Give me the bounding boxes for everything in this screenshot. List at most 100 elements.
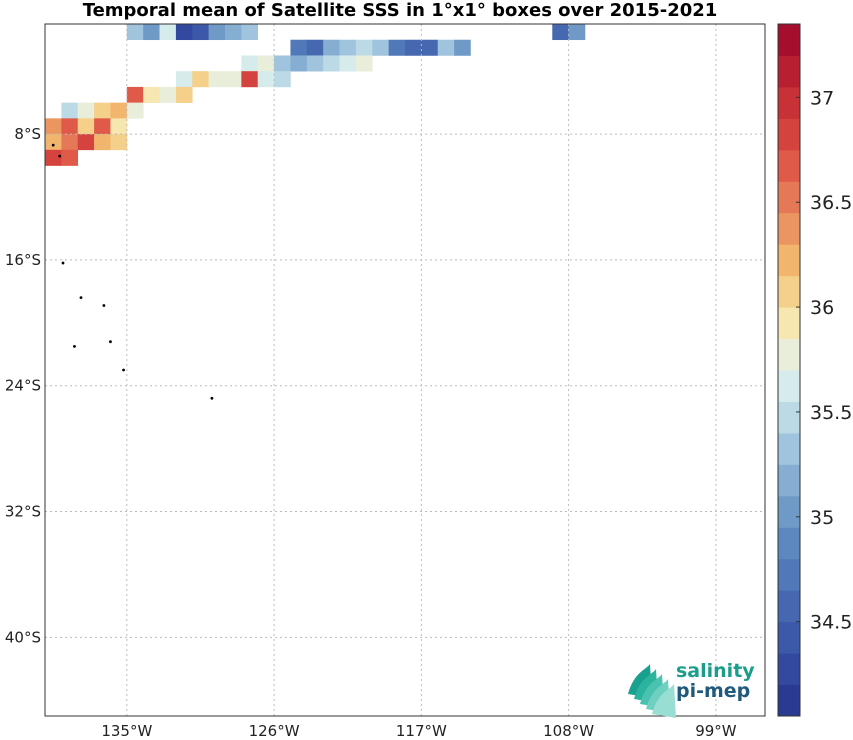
- sss-cell: [110, 118, 128, 135]
- sss-cell: [126, 102, 144, 119]
- sss-cell: [175, 24, 193, 41]
- colorbar-level: [778, 118, 800, 151]
- sss-cell: [388, 39, 406, 56]
- sss-cell: [110, 134, 128, 151]
- sss-cell: [257, 71, 275, 88]
- sss-cell: [94, 102, 111, 119]
- sss-cell: [257, 55, 275, 72]
- colorbar-tick-label: 35: [810, 507, 834, 529]
- colorbar-level: [778, 149, 800, 182]
- island-dot: [51, 143, 55, 147]
- chart-title: Temporal mean of Satellite SSS in 1°x1° …: [82, 0, 718, 21]
- sss-cell: [45, 118, 62, 135]
- sss-cell: [437, 39, 455, 56]
- colorbar-level: [778, 181, 800, 214]
- sss-cell: [405, 39, 422, 56]
- colorbar-level: [778, 558, 800, 591]
- sss-cell: [355, 39, 373, 56]
- sss-cell: [290, 39, 308, 56]
- sss-cell: [323, 55, 340, 72]
- y-tick-label: 8°S: [14, 125, 41, 143]
- sss-cell: [225, 24, 242, 41]
- colorbar-level: [778, 432, 800, 465]
- colorbar-border: [777, 23, 801, 717]
- sss-cell: [192, 24, 209, 41]
- colorbar-level: [778, 527, 800, 560]
- island-dot: [210, 396, 214, 400]
- sss-cell: [143, 86, 160, 103]
- y-tick-label: 16°S: [5, 251, 41, 269]
- sss-cell: [159, 24, 177, 41]
- sss-cell: [159, 86, 177, 103]
- colorbar-level: [778, 590, 800, 623]
- sss-cell: [241, 24, 259, 41]
- sss-cell: [290, 55, 308, 72]
- x-tick-label: 117°W: [396, 722, 447, 740]
- sss-cell: [94, 118, 111, 135]
- sss-cell: [61, 118, 79, 135]
- colorbar-level: [778, 464, 800, 497]
- sss-cell: [77, 134, 95, 151]
- sss-cell: [274, 55, 291, 72]
- island-dot: [61, 261, 65, 265]
- sss-cell: [552, 24, 569, 41]
- colorbar-level: [778, 275, 800, 308]
- sss-cell: [274, 71, 291, 88]
- plot-area: [45, 24, 765, 716]
- colorbar-level: [778, 307, 800, 340]
- y-tick-label: 24°S: [5, 377, 41, 395]
- island-dot: [122, 368, 125, 372]
- sss-cell: [45, 149, 62, 166]
- colorbar-level: [778, 401, 800, 434]
- colorbar-tick-label: 36.5: [810, 192, 852, 214]
- island-dot: [58, 154, 62, 158]
- sss-cell: [323, 39, 340, 56]
- colorbar-level: [778, 212, 800, 245]
- colorbar-level: [778, 24, 800, 56]
- y-tick-label: 32°S: [5, 503, 41, 521]
- sss-cell: [77, 102, 95, 119]
- sss-cell: [339, 55, 357, 72]
- x-tick-label: 99°W: [695, 722, 737, 740]
- sss-cell: [339, 39, 357, 56]
- colorbar-level: [778, 244, 800, 277]
- island-dot: [73, 345, 76, 348]
- sss-cell: [126, 24, 144, 41]
- sss-cell: [77, 118, 95, 135]
- logo-line-2: pi-mep: [676, 680, 751, 702]
- colorbar-tick-label: 35.5: [810, 402, 852, 424]
- sss-cell: [372, 39, 389, 56]
- colorbar-level: [778, 86, 800, 119]
- island-dot: [79, 296, 83, 300]
- sss-cell: [192, 71, 209, 88]
- sss-cell: [241, 55, 259, 72]
- sss-cell: [454, 39, 471, 56]
- colorbar-level: [778, 621, 800, 654]
- colorbar-level: [778, 370, 800, 402]
- sss-cell: [225, 71, 242, 88]
- sss-cell: [568, 24, 586, 41]
- sss-cell: [61, 134, 79, 151]
- colorbar-tick-label: 34.5: [810, 612, 852, 634]
- sss-cell: [45, 134, 62, 151]
- sss-cell: [94, 134, 111, 151]
- y-tick-label: 40°S: [5, 628, 41, 646]
- sss-cell: [355, 55, 373, 72]
- colorbar-level: [778, 55, 800, 88]
- plot-border: [44, 23, 766, 717]
- x-tick-label: 135°W: [101, 722, 152, 740]
- pi-mep-logo-icon: [628, 664, 676, 718]
- logo-wave: [652, 684, 676, 718]
- sss-cell: [143, 24, 160, 41]
- colorbar-tick-label: 37: [810, 87, 834, 109]
- sss-cell: [110, 102, 128, 119]
- colorbar-level: [778, 495, 800, 528]
- sss-cell: [61, 102, 79, 119]
- colorbar-level: [778, 653, 800, 686]
- sss-cell: [208, 24, 226, 41]
- sss-cell: [126, 86, 144, 103]
- x-tick-label: 108°W: [543, 722, 594, 740]
- sss-cell: [306, 39, 324, 56]
- sss-cell: [306, 55, 324, 72]
